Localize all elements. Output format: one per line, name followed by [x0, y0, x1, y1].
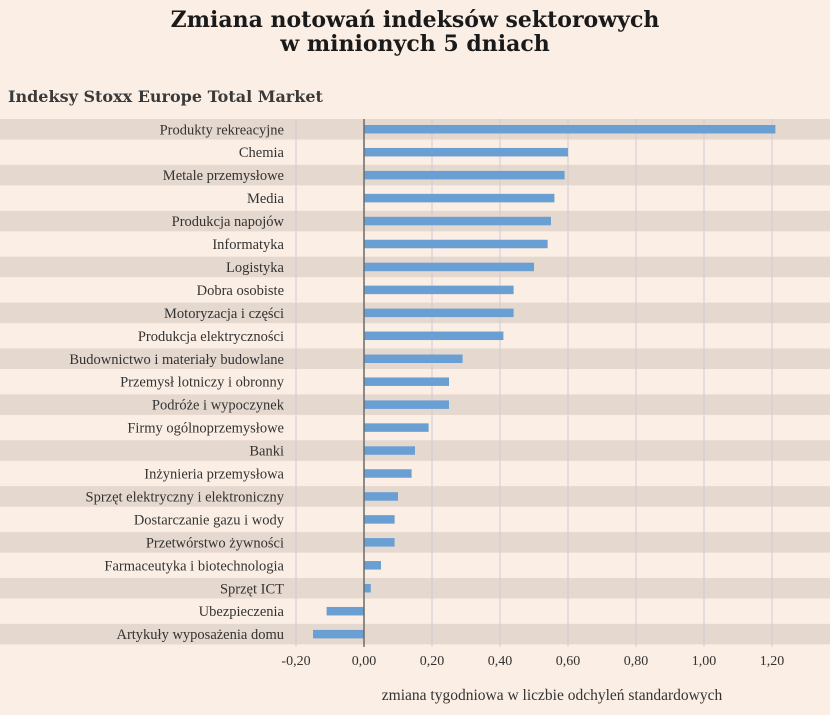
category-labels: Produkty rekreacyjne Chemia Metale przemys…: [69, 122, 284, 643]
category-label: Produkcja napojów: [172, 214, 285, 230]
bar: [364, 308, 514, 318]
category-label: Metale przemysłowe: [163, 168, 284, 184]
category-label: Produkty rekreacyjne: [160, 122, 284, 138]
bar: [364, 400, 449, 409]
category-label: Motoryzacja i części: [164, 306, 284, 322]
category-label: Ubezpieczenia: [199, 604, 285, 620]
bar: [364, 147, 568, 157]
chart-title: Zmiana notowań indeksów sektorowych w mi…: [0, 8, 830, 56]
grid-lines: [295, 119, 773, 647]
category-label: Artykuły wyposażenia domu: [116, 627, 284, 643]
category-label: Firmy ogólnoprzemysłowe: [127, 421, 284, 437]
chart-title-line-2: w minionych 5 dniach: [280, 31, 550, 57]
category-label: Logistyka: [226, 260, 285, 276]
bar: [364, 492, 398, 501]
category-label: Inżynieria przemysłowa: [144, 467, 284, 483]
x-tick-label: 1,20: [760, 654, 785, 669]
bar: [364, 262, 534, 272]
category-label: Sprzęt ICT: [220, 581, 284, 597]
x-tick-label: 0,80: [624, 654, 649, 669]
x-tick-label: 0,00: [352, 654, 377, 669]
bar: [364, 469, 412, 478]
bar: [364, 377, 449, 386]
category-label: Produkcja elektryczności: [138, 329, 284, 345]
bars: [313, 125, 776, 639]
chart-subtitle: Indeksy Stoxx Europe Total Market: [8, 87, 323, 106]
category-label: Przetwórstwo żywności: [146, 535, 284, 551]
bar: [364, 423, 429, 432]
bar: [364, 125, 776, 134]
bar: [364, 216, 551, 226]
row-stripe: [0, 486, 830, 507]
category-label: Budownictwo i materiały budowlane: [69, 352, 284, 368]
category-label: Farmaceutyka i biotechnologia: [104, 558, 284, 574]
bar: [364, 584, 371, 593]
x-tick-labels: -0,20 0,00 0,20 0,40 0,60 0,80 1,00 1,20: [281, 654, 784, 669]
category-label: Podróże i wypoczynek: [152, 398, 285, 414]
x-tick-label: 0,60: [556, 654, 581, 669]
x-tick-label: 0,20: [420, 654, 445, 669]
x-tick-label: 1,00: [692, 654, 717, 669]
category-label: Informatyka: [212, 237, 284, 253]
x-tick-label: -0,20: [281, 654, 310, 669]
row-stripe: [0, 623, 830, 645]
bar: [326, 606, 364, 616]
bar: [364, 239, 548, 249]
bar: [364, 446, 415, 455]
category-label: Dobra osobiste: [197, 283, 284, 299]
bar: [364, 285, 514, 295]
bar: [364, 561, 381, 570]
category-label: Media: [247, 191, 285, 207]
category-label: Chemia: [239, 145, 285, 161]
bar: [313, 629, 364, 639]
bar: [364, 170, 565, 180]
category-label: Przemysł lotniczy i obronny: [120, 375, 285, 391]
bar: [364, 354, 463, 363]
x-axis-label: zmiana tygodniowa w liczbie odchyleń sta…: [382, 687, 723, 704]
row-stripe: [0, 532, 830, 553]
row-stripe: [0, 578, 830, 599]
category-label: Sprzęt elektryczny i elektroniczny: [86, 489, 285, 505]
bar: [364, 515, 395, 524]
category-label: Dostarczanie gazu i wody: [134, 512, 285, 528]
chart-title-line-1: Zmiana notowań indeksów sektorowych: [170, 7, 660, 33]
category-label: Banki: [249, 444, 284, 460]
bar: [364, 538, 395, 547]
bar: [364, 193, 555, 203]
x-tick-label: 0,40: [488, 654, 513, 669]
bar: [364, 331, 504, 341]
